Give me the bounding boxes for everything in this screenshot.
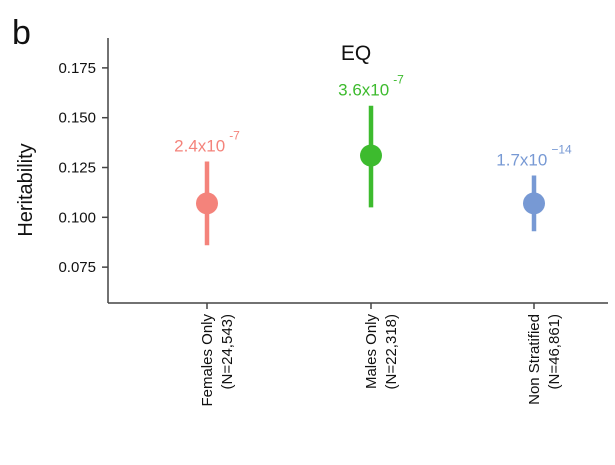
pvalue-label: 3.6x10 -7 (338, 73, 404, 100)
x-tick-label: Females Only (N=24,543) (199, 314, 236, 407)
y-tick-label: 0.125 (58, 160, 96, 177)
y-tick-label: 0.150 (58, 110, 96, 127)
pvalue-base: 1.7x10 (496, 150, 547, 169)
y-tick-label: 0.075 (58, 259, 96, 276)
pvalue-label: 1.7x10 −14 (496, 142, 572, 169)
x-tick-label-n: (N=22,318) (383, 314, 400, 389)
x-tick-label: Males Only (N=22,318) (363, 314, 400, 390)
panel-label: b (12, 14, 31, 52)
pvalue-exponent: -7 (229, 129, 240, 143)
data-point (196, 192, 218, 215)
pvalue-exponent: -7 (393, 73, 404, 87)
y-axis-label: Heritability (15, 143, 37, 236)
pvalue-exponent: −14 (551, 142, 572, 156)
pvalue-base: 2.4x10 (174, 137, 225, 156)
x-tick-label-group: Females Only (199, 314, 216, 407)
x-tick-label-group: Males Only (363, 314, 380, 390)
chart-title: EQ (341, 42, 371, 65)
pvalue-label: 2.4x10 -7 (174, 129, 240, 156)
data-point (360, 144, 382, 167)
y-tick-label: 0.100 (58, 209, 96, 226)
x-tick-label-n: (N=46,861) (546, 314, 563, 389)
y-tick-label: 0.175 (58, 60, 96, 77)
x-tick-label-n: (N=24,543) (219, 314, 236, 389)
x-tick-label: Non Stratified (N=46,861) (526, 314, 563, 405)
pvalue-base: 3.6x10 (338, 81, 389, 100)
data-point (523, 192, 545, 215)
x-tick-label-group: Non Stratified (526, 314, 543, 405)
